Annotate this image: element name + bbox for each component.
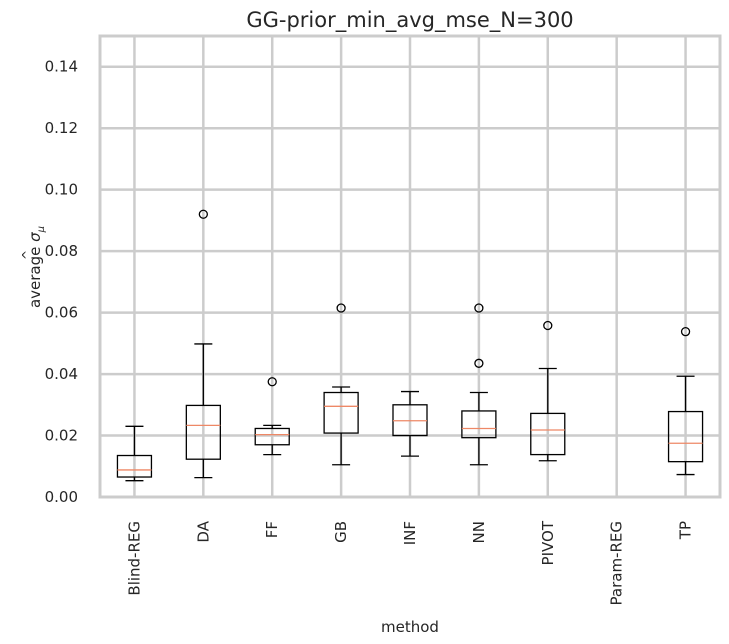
iqr-box: [254, 427, 290, 446]
y-tick-label: 0.04: [45, 365, 78, 383]
iqr-box: [185, 404, 221, 460]
outlier-point: [680, 327, 691, 337]
box-ff: [254, 377, 290, 456]
box-tp: [667, 327, 704, 476]
outlier-point: [543, 320, 553, 331]
iqr-box: [323, 391, 359, 434]
y-tick-label: 0.14: [45, 58, 78, 76]
box-gb: [323, 303, 359, 466]
x-tick-label: TP: [677, 521, 695, 540]
x-tick-label: Param-REG: [608, 521, 626, 605]
y-axis-label-subscript: μ: [36, 226, 47, 233]
y-tick-labels: 0.00 0.02 0.04 0.06 0.08 0.10 0.12 0.14: [45, 58, 78, 506]
box-nn: [461, 303, 497, 466]
x-tick-label: PIVOT: [539, 520, 557, 565]
box-da: [185, 209, 221, 479]
y-axis-label-symbol: σ: [26, 232, 44, 242]
iqr-box: [530, 412, 566, 456]
y-tick-label: 0.08: [45, 242, 78, 260]
outlier-point: [474, 358, 484, 368]
y-axis-label-hat: ^: [20, 250, 34, 260]
x-tick-label: GB: [332, 521, 350, 543]
y-tick-label: 0.12: [45, 119, 78, 137]
y-axis-label-prefix: average: [26, 242, 44, 308]
x-tick-label: DA: [194, 520, 212, 542]
outlier-point: [474, 303, 484, 313]
plot-frame: [98, 34, 722, 499]
y-tick-label: 0.00: [45, 488, 78, 506]
y-tick-label: 0.10: [45, 181, 78, 199]
iqr-box: [461, 410, 497, 439]
y-tick-label: 0.02: [45, 427, 78, 445]
grid-lines: [100, 36, 720, 499]
iqr-box: [667, 410, 704, 463]
y-axis-label: average σμ ^: [20, 226, 47, 308]
svg-text:average σμ: average σμ: [26, 226, 47, 308]
x-axis-label: method: [381, 618, 439, 636]
iqr-box: [116, 454, 153, 478]
box-pivot: [530, 320, 566, 462]
x-tick-label: NN: [470, 521, 488, 543]
box-inf: [392, 390, 428, 457]
box-blind-reg: [116, 425, 153, 482]
y-tick-label: 0.06: [45, 304, 78, 322]
boxes: [116, 209, 704, 482]
x-tick-label: FF: [263, 521, 281, 538]
x-tick-label: INF: [401, 521, 419, 545]
chart-title: GG-prior_min_avg_mse_N=300: [246, 8, 573, 33]
outlier-point: [267, 377, 277, 387]
outlier-point: [198, 209, 208, 219]
x-tick-label: Blind-REG: [125, 521, 143, 596]
outlier-point: [336, 303, 346, 313]
x-tick-labels: Blind-REG DA FF GB INF NN PIVOT Param-REG TP: [125, 520, 694, 605]
